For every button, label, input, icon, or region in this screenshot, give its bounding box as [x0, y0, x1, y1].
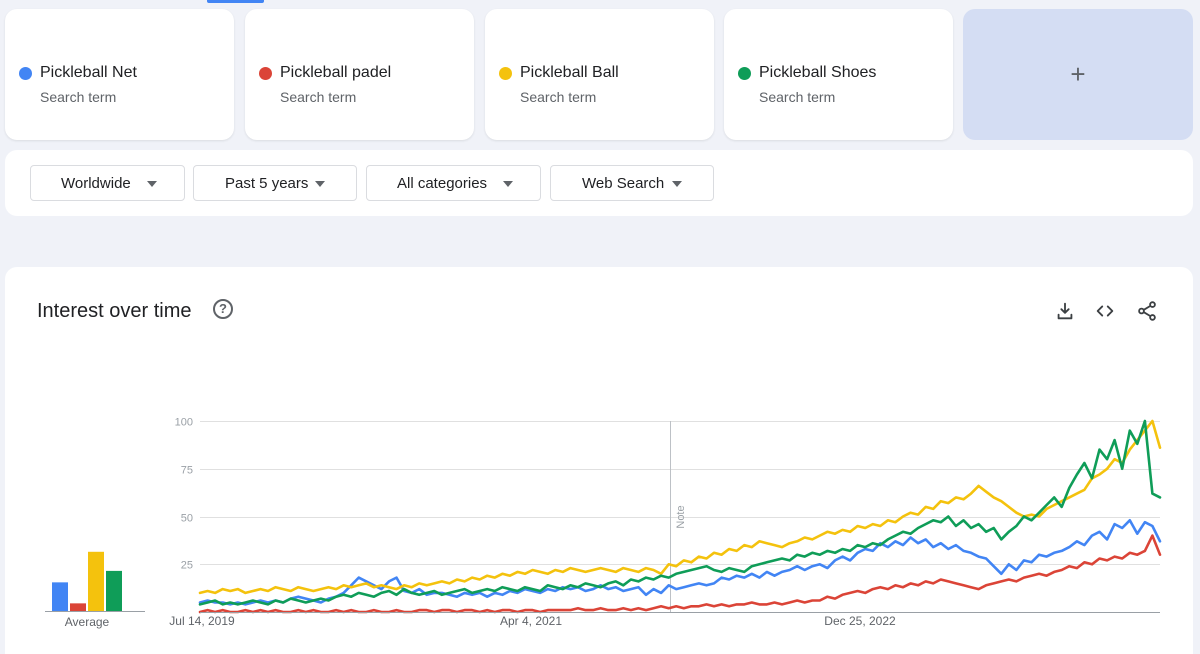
search-term-name: Pickleball Ball — [520, 64, 619, 81]
caret-down-icon — [147, 181, 157, 187]
interest-over-time-panel: Interest over time ? — [5, 267, 1193, 654]
caret-down-icon — [672, 181, 682, 187]
caret-down-icon — [315, 181, 325, 187]
help-icon[interactable]: ? — [213, 299, 233, 319]
series-color-dot — [499, 67, 512, 80]
series-color-dot — [738, 67, 751, 80]
region-dropdown[interactable]: Worldwide — [30, 165, 185, 201]
search-type-dropdown[interactable]: Web Search — [550, 165, 714, 201]
series-color-dot — [19, 67, 32, 80]
search-term-name: Pickleball Net — [40, 64, 137, 81]
share-icon[interactable] — [1136, 300, 1158, 322]
filter-bar: Worldwide Past 5 years All categories We… — [5, 150, 1193, 216]
search-term-type: Search term — [520, 89, 597, 105]
panel-title: Interest over time — [37, 300, 192, 322]
search-term-card-1[interactable]: Pickleball Net Search term — [5, 9, 234, 140]
category-dropdown[interactable]: All categories — [366, 165, 541, 201]
search-type-dropdown-label: Web Search — [582, 175, 665, 192]
region-dropdown-label: Worldwide — [61, 175, 131, 192]
search-term-type: Search term — [280, 89, 357, 105]
plus-icon: + — [1070, 59, 1086, 89]
search-term-type: Search term — [759, 89, 836, 105]
download-icon[interactable] — [1054, 300, 1076, 322]
search-term-name: Pickleball padel — [280, 64, 392, 81]
add-comparison-button[interactable]: + — [963, 9, 1193, 140]
search-term-type: Search term — [40, 89, 117, 105]
embed-code-icon[interactable] — [1094, 300, 1116, 322]
time-range-dropdown[interactable]: Past 5 years — [193, 165, 357, 201]
search-term-name: Pickleball Shoes — [759, 64, 877, 81]
category-dropdown-label: All categories — [397, 175, 488, 192]
active-tab-indicator — [207, 0, 264, 3]
search-term-card-4[interactable]: Pickleball Shoes Search term — [724, 9, 953, 140]
time-range-dropdown-label: Past 5 years — [225, 175, 309, 192]
caret-down-icon — [503, 181, 513, 187]
series-color-dot — [259, 67, 272, 80]
search-term-card-2[interactable]: Pickleball padel Search term — [245, 9, 474, 140]
search-term-card-3[interactable]: Pickleball Ball Search term — [485, 9, 714, 140]
